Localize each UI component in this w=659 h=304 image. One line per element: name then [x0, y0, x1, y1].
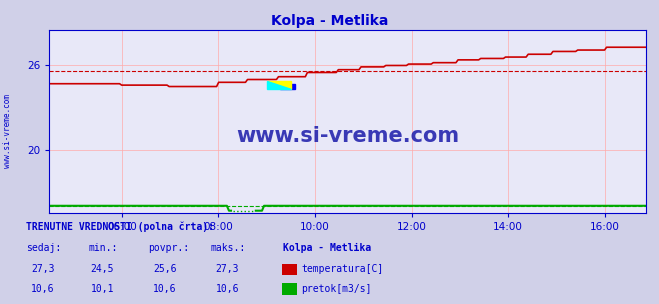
Text: 27,3: 27,3	[215, 264, 239, 274]
Text: Kolpa - Metlika: Kolpa - Metlika	[271, 14, 388, 28]
Text: povpr.:: povpr.:	[148, 243, 189, 253]
Text: Kolpa - Metlika: Kolpa - Metlika	[283, 243, 372, 253]
Text: sedaj:: sedaj:	[26, 243, 61, 253]
Text: 10,6: 10,6	[31, 284, 55, 294]
Text: min.:: min.:	[89, 243, 119, 253]
Text: 25,6: 25,6	[153, 264, 177, 274]
Text: 10,6: 10,6	[153, 284, 177, 294]
Text: maks.:: maks.:	[211, 243, 246, 253]
Text: www.si-vreme.com: www.si-vreme.com	[3, 94, 13, 168]
Text: TRENUTNE VREDNOSTI (polna črta):: TRENUTNE VREDNOSTI (polna črta):	[26, 221, 214, 232]
Text: temperatura[C]: temperatura[C]	[301, 264, 384, 274]
Text: 10,1: 10,1	[90, 284, 114, 294]
Polygon shape	[267, 81, 291, 89]
Text: 24,5: 24,5	[90, 264, 114, 274]
Text: 10,6: 10,6	[215, 284, 239, 294]
Text: www.si-vreme.com: www.si-vreme.com	[236, 126, 459, 146]
Polygon shape	[267, 81, 291, 89]
Text: 27,3: 27,3	[31, 264, 55, 274]
Text: pretok[m3/s]: pretok[m3/s]	[301, 284, 372, 294]
FancyBboxPatch shape	[280, 84, 295, 89]
